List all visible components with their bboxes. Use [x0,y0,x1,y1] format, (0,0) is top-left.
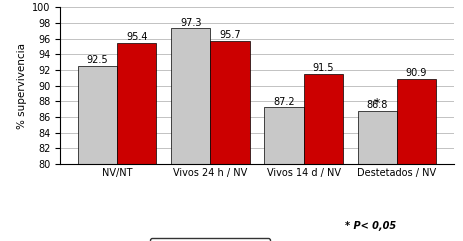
Bar [357,111,397,241]
Y-axis label: % supervivencia: % supervivencia [17,43,26,128]
Text: 95.4: 95.4 [126,33,148,42]
Bar [210,41,250,241]
Bar [78,66,117,241]
Bar [397,79,436,241]
Bar [264,107,304,241]
Bar [171,28,210,241]
Text: 87.2: 87.2 [273,97,295,107]
Bar [117,43,156,241]
Text: 91.5: 91.5 [313,63,334,73]
Text: *: * [374,97,380,110]
Text: 90.9: 90.9 [406,68,427,78]
Legend: Control, ω3: Control, ω3 [150,238,270,241]
Text: 92.5: 92.5 [87,55,108,65]
Text: 97.3: 97.3 [180,18,201,28]
Text: * P< 0,05: * P< 0,05 [345,221,396,231]
Text: 95.7: 95.7 [219,30,241,40]
Text: 86.8: 86.8 [367,100,388,110]
Bar [304,74,343,241]
